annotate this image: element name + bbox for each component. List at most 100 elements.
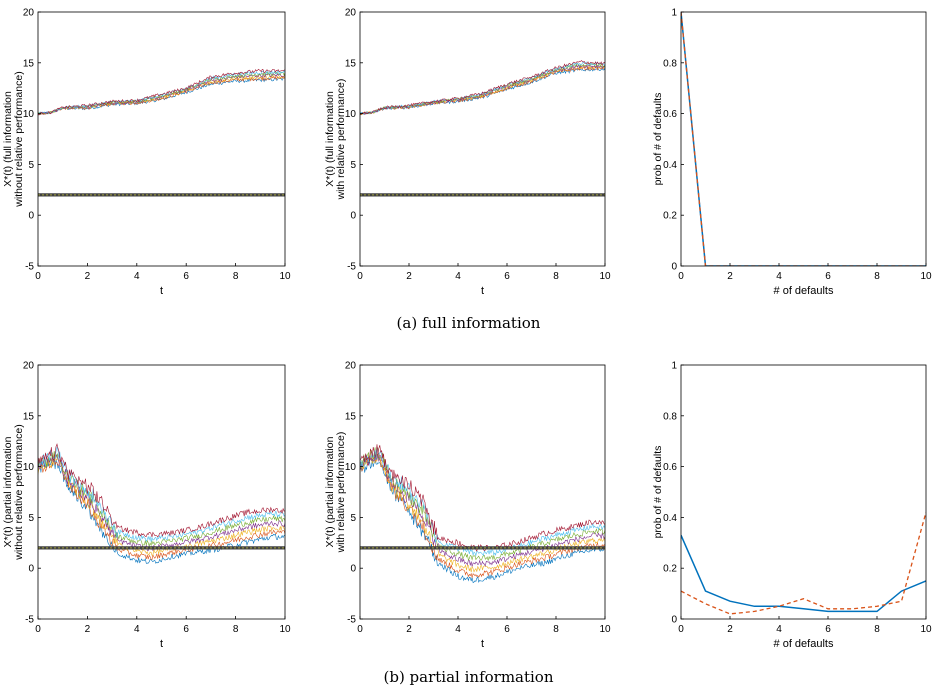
- y-axis-label-line-1: X*(t) (partial information: [324, 436, 336, 547]
- x-axis-label: t: [160, 285, 163, 297]
- x-tick-label: 2: [727, 624, 733, 635]
- axes-box: [680, 364, 927, 620]
- x-tick-label: 0: [35, 624, 41, 635]
- x-tick-label: 6: [183, 271, 189, 282]
- wealth-path-7: [38, 68, 285, 116]
- series-line-solid: [681, 12, 926, 266]
- y-tick-label: 0.6: [663, 462, 677, 473]
- axes-box: [359, 11, 606, 267]
- x-tick-label: 6: [825, 624, 831, 635]
- plot-area: [38, 68, 285, 197]
- x-tick-label: 4: [455, 624, 461, 635]
- x-tick-label: 4: [134, 271, 140, 282]
- x-tick-label: 10: [599, 624, 611, 635]
- y-tick-label: 0.2: [663, 211, 677, 222]
- y-tick-label: 20: [345, 361, 357, 372]
- x-axis-label: # of defaults: [774, 638, 834, 650]
- y-tick-label: 10: [23, 462, 35, 473]
- x-tick-label: 10: [920, 271, 932, 282]
- y-tick-label: 1: [671, 8, 677, 19]
- x-tick-label: 2: [85, 624, 91, 635]
- y-tick-label: 0: [28, 211, 34, 222]
- x-axis-label: t: [481, 285, 484, 297]
- x-tick-label: 0: [678, 624, 684, 635]
- x-tick-label: 0: [357, 271, 363, 282]
- axes-box: [37, 11, 286, 267]
- x-tick-label: 10: [279, 624, 291, 635]
- x-tick-label: 10: [920, 624, 932, 635]
- wealth-path-6: [38, 446, 285, 542]
- x-tick-label: 10: [279, 271, 291, 282]
- x-axis-label: t: [481, 638, 484, 650]
- y-tick-label: 20: [23, 361, 35, 372]
- y-tick-label: 15: [345, 58, 357, 69]
- x-tick-label: 6: [504, 624, 510, 635]
- wealth-path-2: [360, 452, 605, 579]
- series-line-solid: [681, 534, 926, 613]
- axes-box: [359, 364, 606, 620]
- x-tick-label: 4: [134, 624, 140, 635]
- wealth-path-5: [360, 446, 605, 561]
- y-axis-label-line-2: with relative performance): [335, 79, 347, 201]
- y-tick-label: 0.6: [663, 109, 677, 120]
- y-tick-label: 5: [28, 160, 34, 171]
- x-tick-label: 6: [825, 271, 831, 282]
- x-tick-label: 8: [233, 271, 239, 282]
- y-tick-label: 15: [23, 411, 35, 422]
- y-tick-label: 0.8: [663, 58, 677, 69]
- x-tick-label: 4: [455, 271, 461, 282]
- chart-a-right: 0 2 4 6 8 10 0 0.2 0.4 0.6 0.8 1 # of defaults prob o…: [652, 8, 932, 298]
- y-axis-label-line-2: without relative performance): [13, 71, 25, 207]
- y-tick-label: -5: [347, 615, 356, 626]
- y-tick-label: 0.4: [663, 513, 677, 524]
- y-axis-label-line-1: X*(t) (full information: [324, 91, 336, 187]
- wealth-path-3: [360, 454, 605, 573]
- plot-area: [681, 512, 926, 615]
- y-tick-label: 0: [28, 564, 34, 575]
- x-tick-label: 0: [678, 271, 684, 282]
- y-tick-label: -5: [347, 262, 356, 273]
- x-tick-label: 2: [727, 271, 733, 282]
- y-tick-label: 5: [350, 160, 356, 171]
- x-axis-label: # of defaults: [774, 285, 834, 297]
- wealth-path-3: [38, 456, 285, 556]
- wealth-path-4: [38, 453, 285, 552]
- y-tick-label: 1: [671, 361, 677, 372]
- caption-full-information: (a) full information: [396, 314, 541, 332]
- x-tick-label: 4: [776, 271, 782, 282]
- wealth-path-2: [38, 454, 285, 560]
- y-axis-label-line-2: without relative performance): [13, 424, 25, 560]
- x-tick-label: 6: [183, 624, 189, 635]
- y-tick-label: 20: [345, 8, 357, 19]
- x-tick-label: 0: [357, 624, 363, 635]
- caption-partial-information: (b) partial information: [383, 668, 554, 686]
- wealth-path-3: [38, 74, 285, 116]
- y-axis-label-line-1: prob of # of defaults: [652, 446, 664, 539]
- axes-box: [37, 364, 286, 620]
- x-tick-label: 8: [233, 624, 239, 635]
- y-tick-label: 0.2: [663, 564, 677, 575]
- y-tick-label: 0: [671, 262, 677, 273]
- wealth-path-7: [360, 60, 605, 115]
- y-tick-label: -5: [25, 615, 34, 626]
- y-tick-label: 15: [345, 411, 357, 422]
- series-line-dashed: [681, 512, 926, 615]
- axes-box: [680, 11, 927, 267]
- y-tick-label: 10: [345, 109, 357, 120]
- plot-area: [360, 60, 605, 197]
- series-line-dashed: [681, 12, 926, 266]
- wealth-path-6: [360, 447, 605, 557]
- plot-area: [38, 443, 285, 564]
- y-axis-label-line-2: with relative performance): [335, 432, 347, 554]
- wealth-path-6: [38, 70, 285, 115]
- y-tick-label: 0: [350, 211, 356, 222]
- y-tick-label: 10: [345, 462, 357, 473]
- y-tick-label: 15: [23, 58, 35, 69]
- x-tick-label: 10: [599, 271, 611, 282]
- y-tick-label: 5: [350, 513, 356, 524]
- wealth-path-1: [360, 454, 605, 584]
- plot-area: [681, 12, 926, 266]
